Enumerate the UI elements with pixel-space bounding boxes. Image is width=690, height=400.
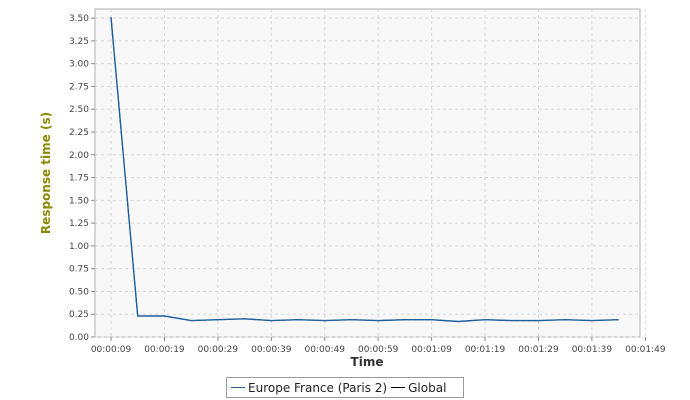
x-tick-label: 00:00:09: [91, 345, 132, 355]
x-tick-label: 00:01:29: [518, 345, 559, 355]
legend-swatch-europe-france: [231, 387, 245, 388]
plot-area: [94, 8, 641, 338]
x-tick-label: 00:00:19: [144, 345, 185, 355]
y-tick-label: 0.25: [69, 310, 89, 320]
legend-item-global: Global: [391, 381, 446, 395]
x-tick-label: 00:00:39: [251, 345, 292, 355]
y-tick-label: 0.50: [69, 287, 89, 297]
series-line-europe-france-paris-2: [110, 17, 619, 323]
legend-swatch-global: [391, 387, 406, 388]
y-tick-label: 2.25: [69, 128, 89, 138]
x-tick-label: 00:01:39: [572, 345, 613, 355]
y-tick-label: 3.00: [69, 60, 89, 70]
y-axis-title: Response time (s): [39, 112, 53, 234]
y-tick-label: 1.25: [69, 219, 89, 229]
y-tick-label: 0.00: [69, 333, 89, 343]
y-tick-label: 0.75: [69, 265, 89, 275]
x-axis-title: Time: [351, 355, 384, 369]
y-tick-label: 3.25: [69, 37, 89, 47]
x-tick-label: 00:01:09: [411, 345, 452, 355]
x-tick-label: 00:01:49: [625, 345, 666, 355]
x-tick-label: 00:00:59: [358, 345, 399, 355]
legend: Europe France (Paris 2) Global: [226, 377, 464, 398]
y-tick-label: 1.00: [69, 242, 89, 252]
y-tick-label: 1.75: [69, 174, 89, 184]
x-tick-label: 00:00:49: [305, 345, 346, 355]
legend-label-europe-france: Europe France (Paris 2): [248, 380, 388, 395]
y-tick-label: 2.75: [69, 82, 89, 92]
y-tick-label: 3.50: [69, 14, 89, 24]
y-tick-label: 2.00: [69, 151, 89, 161]
y-axis-ticks: 0.00 0.25 0.50 0.75 1.00 1.25 1.50 1.75 2.00 2.25…: [69, 14, 95, 343]
x-tick-label: 00:00:29: [198, 345, 239, 355]
series-lines: [110, 17, 619, 323]
grid: [95, 9, 646, 338]
legend-item-europe-france: Europe France (Paris 2): [231, 381, 387, 395]
y-tick-label: 1.50: [69, 196, 89, 206]
x-tick-label: 00:01:19: [465, 345, 506, 355]
y-tick-label: 2.50: [69, 105, 89, 115]
x-axis-ticks: 00:00:09 00:00:19 00:00:29 00:00:39 00:00:49…: [91, 337, 666, 355]
legend-label-global: Global: [408, 380, 447, 395]
